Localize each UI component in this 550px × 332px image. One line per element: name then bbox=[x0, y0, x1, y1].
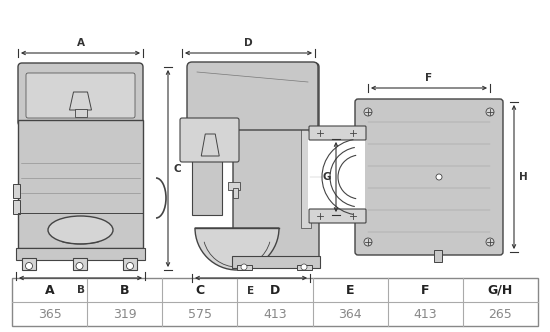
Circle shape bbox=[436, 174, 442, 180]
Bar bbox=[301, 97, 311, 228]
Text: F: F bbox=[426, 73, 432, 83]
Text: B: B bbox=[120, 284, 129, 296]
Bar bbox=[237, 265, 252, 270]
Polygon shape bbox=[69, 92, 91, 110]
FancyBboxPatch shape bbox=[233, 63, 319, 262]
Text: C: C bbox=[195, 284, 205, 296]
Text: 413: 413 bbox=[263, 307, 287, 320]
Circle shape bbox=[486, 238, 494, 246]
Bar bbox=[434, 250, 442, 262]
Bar bbox=[13, 200, 20, 214]
Circle shape bbox=[25, 263, 32, 270]
Polygon shape bbox=[201, 134, 219, 156]
Text: H: H bbox=[519, 172, 528, 182]
Bar bbox=[232, 256, 320, 268]
Text: 365: 365 bbox=[38, 307, 62, 320]
Text: A: A bbox=[45, 284, 54, 296]
Bar bbox=[123, 258, 137, 270]
Text: G: G bbox=[322, 172, 331, 182]
Text: A: A bbox=[76, 38, 85, 48]
Bar bbox=[228, 182, 240, 190]
Text: D: D bbox=[244, 38, 253, 48]
Text: 265: 265 bbox=[488, 307, 512, 320]
Bar bbox=[74, 109, 86, 117]
Circle shape bbox=[364, 238, 372, 246]
Text: 413: 413 bbox=[414, 307, 437, 320]
Bar bbox=[13, 184, 20, 198]
Wedge shape bbox=[195, 228, 279, 270]
FancyBboxPatch shape bbox=[18, 63, 143, 126]
Circle shape bbox=[364, 108, 372, 116]
Text: 364: 364 bbox=[338, 307, 362, 320]
FancyBboxPatch shape bbox=[26, 73, 135, 118]
Circle shape bbox=[486, 108, 494, 116]
Text: 575: 575 bbox=[188, 307, 212, 320]
Bar bbox=[16, 248, 145, 260]
Text: 319: 319 bbox=[113, 307, 136, 320]
Circle shape bbox=[301, 264, 307, 270]
FancyBboxPatch shape bbox=[180, 118, 239, 162]
Circle shape bbox=[241, 264, 247, 270]
FancyBboxPatch shape bbox=[309, 209, 366, 223]
Bar bbox=[233, 188, 238, 198]
Text: D: D bbox=[270, 284, 280, 296]
FancyBboxPatch shape bbox=[355, 99, 503, 255]
Text: B: B bbox=[76, 285, 85, 295]
Bar bbox=[308, 132, 365, 222]
Bar bbox=[12, 278, 538, 326]
Text: G/H: G/H bbox=[488, 284, 513, 296]
Bar bbox=[18, 120, 143, 248]
Bar bbox=[297, 265, 312, 270]
Text: C: C bbox=[173, 163, 180, 174]
Ellipse shape bbox=[48, 216, 113, 244]
FancyBboxPatch shape bbox=[187, 62, 318, 130]
Bar bbox=[22, 258, 36, 270]
Bar bbox=[73, 258, 86, 270]
Text: E: E bbox=[248, 286, 255, 296]
Bar bbox=[192, 125, 222, 215]
Text: F: F bbox=[421, 284, 430, 296]
FancyBboxPatch shape bbox=[309, 126, 366, 140]
Circle shape bbox=[126, 263, 134, 270]
Circle shape bbox=[76, 263, 83, 270]
Text: E: E bbox=[346, 284, 354, 296]
